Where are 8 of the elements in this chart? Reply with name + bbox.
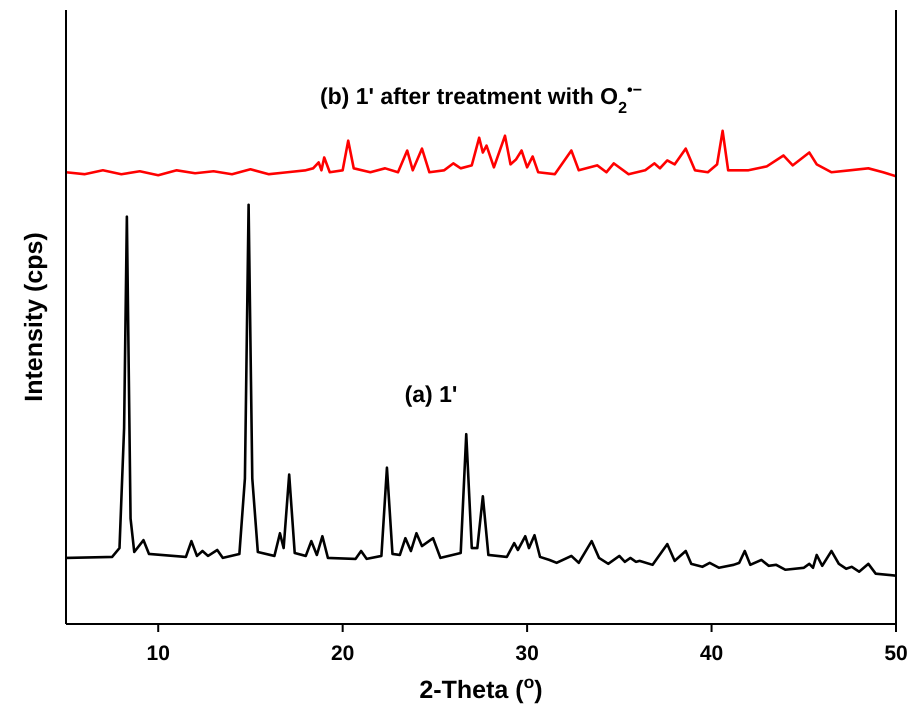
y-axis-title: Intensity (cps) bbox=[20, 232, 48, 402]
x-tick-label: 20 bbox=[330, 642, 354, 665]
x-tick-label: 30 bbox=[515, 642, 539, 665]
x-axis-title: 2-Theta ($^{o}$) bbox=[419, 672, 543, 704]
x-tick-label: 50 bbox=[884, 642, 908, 665]
x-tick-label: 40 bbox=[700, 642, 724, 665]
x-tick-label: 10 bbox=[146, 642, 170, 665]
series-label: (a) 1' bbox=[404, 381, 458, 408]
